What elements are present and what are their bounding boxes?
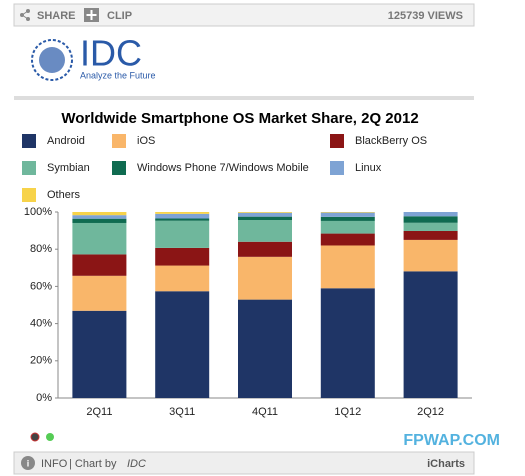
x-tick-label: 2Q11 [86,406,112,418]
bar-segment [72,275,127,311]
bar-segment [403,212,458,217]
legend-swatch [112,134,126,148]
legend-label: Android [47,135,85,147]
bar-segment [155,213,210,219]
bar-segment [155,218,210,221]
bar-segment [155,247,210,266]
page-dot[interactable] [46,433,54,441]
bar-segment [155,212,210,214]
toolbar [13,3,475,27]
chart-title: Worldwide Smartphone OS Market Share, 2Q… [61,110,418,127]
bar-segment [403,216,458,223]
legend-label: Others [47,189,81,201]
bar-segment [72,222,127,255]
logo: IDC Analyze the Future [31,33,156,81]
bar-segment [72,218,127,223]
page-dot[interactable] [30,432,40,442]
bar-segment [403,230,458,240]
bar-segment [320,288,375,398]
x-tick-label: 1Q12 [334,406,361,418]
bar-segment [155,265,210,292]
bar-segment [403,271,458,398]
svg-text:i: i [27,458,30,468]
clip-button[interactable]: CLIP [84,8,132,22]
bar-segment [238,212,292,217]
bar-segment [403,222,458,231]
view-count: 125739 VIEWS [388,10,463,22]
bar-segment [320,212,375,213]
bar-segment [320,245,375,289]
bar-segment [403,239,458,272]
logo-name: IDC [80,33,142,74]
share-label[interactable]: SHARE [37,10,76,22]
brand: IDC [127,458,146,470]
legend-label: Symbian [47,162,90,174]
y-tick-label: 0% [36,392,52,404]
clip-label[interactable]: CLIP [107,10,132,22]
x-tick-label: 4Q11 [252,406,278,418]
chart-by: | Chart by [69,458,117,470]
bar-segment [72,215,127,219]
bar-segment [238,299,292,398]
bar-segment [238,216,292,220]
logo-tagline: Analyze the Future [80,70,156,80]
bar-segment [320,233,375,246]
y-tick-label: 80% [30,243,52,255]
bar-segment [238,219,292,242]
legend-swatch [330,134,344,148]
bar-segment [72,212,127,216]
legend-swatch [22,134,36,148]
info-label[interactable]: INFO [41,458,68,470]
legend-swatch [112,161,126,175]
legend-label: iOS [137,135,155,147]
watermark: FPWAP.COM [403,432,500,449]
bar-segment [238,241,292,257]
bar-segment [72,254,127,276]
provider: iCharts [427,458,465,470]
separator [14,96,474,100]
bar-segment [320,216,375,221]
legend-swatch [22,188,36,202]
x-tick-label: 3Q11 [169,406,195,418]
x-tick-label: 2Q12 [417,406,444,418]
y-tick-label: 100% [24,206,52,218]
y-tick-label: 20% [30,355,52,367]
bar-segment [238,256,292,300]
legend-label: BlackBerry OS [355,135,427,147]
info-button[interactable]: i INFO [21,456,68,470]
y-tick-label: 40% [30,318,52,330]
bar-segment [320,212,375,217]
legend-label: Linux [355,162,382,174]
legend-swatch [22,161,36,175]
y-tick-label: 60% [30,280,52,292]
legend-swatch [330,161,344,175]
bar-segment [155,291,210,398]
footer-bar [13,451,475,475]
bar-segment [155,220,210,248]
bar-segment [320,220,375,234]
legend-label: Windows Phone 7/Windows Mobile [137,162,309,174]
bar-segment [72,310,127,398]
share-button[interactable]: SHARE [20,9,76,22]
bar-segment [238,212,292,213]
